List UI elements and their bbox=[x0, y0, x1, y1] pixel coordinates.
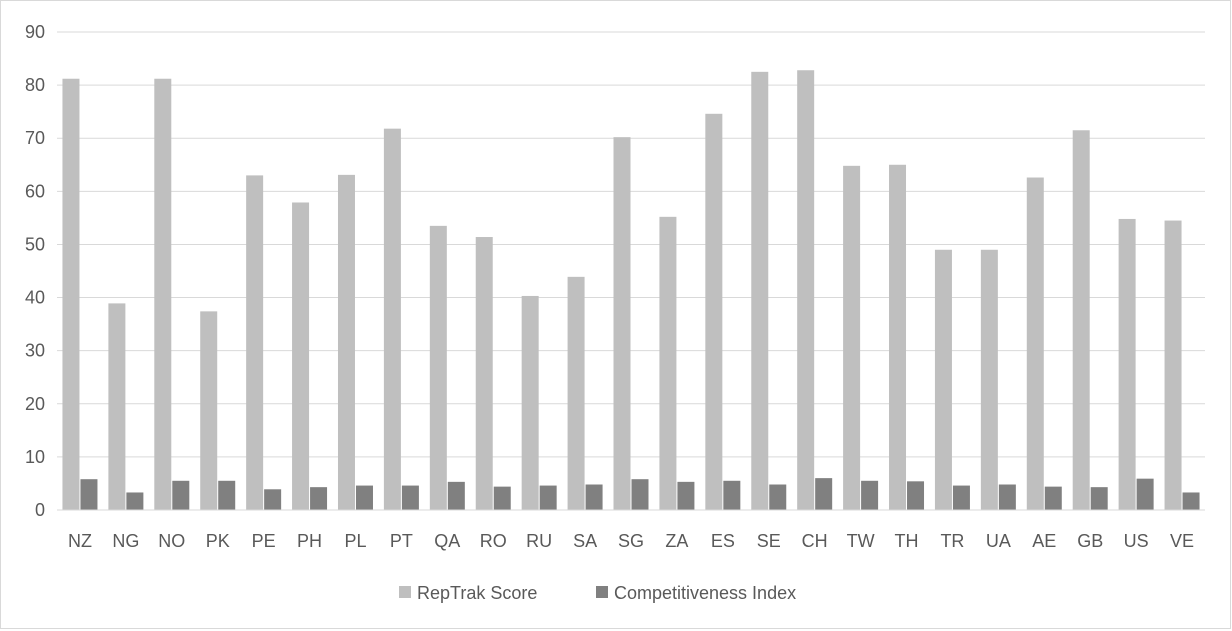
legend-label: RepTrak Score bbox=[417, 583, 537, 603]
x-tick-label: PH bbox=[297, 531, 322, 551]
bar[interactable] bbox=[677, 481, 695, 510]
bar[interactable] bbox=[62, 78, 80, 510]
bar[interactable] bbox=[264, 489, 282, 510]
y-tick-label: 40 bbox=[25, 288, 45, 308]
bar[interactable] bbox=[447, 481, 465, 510]
y-tick-label: 80 bbox=[25, 75, 45, 95]
series-reptrak-score bbox=[62, 70, 1182, 511]
bar[interactable] bbox=[907, 481, 925, 510]
bar[interactable] bbox=[585, 484, 603, 510]
bar[interactable] bbox=[475, 237, 493, 510]
bar[interactable] bbox=[861, 480, 879, 510]
x-tick-label: PT bbox=[390, 531, 413, 551]
bar[interactable] bbox=[1164, 220, 1182, 511]
bar[interactable] bbox=[218, 480, 236, 510]
bar[interactable] bbox=[769, 484, 787, 510]
legend-swatch bbox=[399, 586, 411, 598]
x-tick-label: VE bbox=[1170, 531, 1194, 551]
bar[interactable] bbox=[952, 485, 970, 510]
x-tick-label: UA bbox=[986, 531, 1011, 551]
x-axis: NZ NG NO PK PE PH PL PT QA RO RU SA SG ZA ES SE CH TW TH TR… bbox=[68, 531, 1194, 551]
x-tick-label: SA bbox=[573, 531, 597, 551]
bar[interactable] bbox=[980, 249, 998, 510]
bar[interactable] bbox=[383, 128, 401, 510]
bar[interactable] bbox=[815, 478, 833, 510]
legend-item-competitiveness-index[interactable]: Competitiveness Index bbox=[596, 583, 796, 603]
legend-label: Competitiveness Index bbox=[614, 583, 796, 603]
bar[interactable] bbox=[337, 174, 355, 510]
bar[interactable] bbox=[1044, 486, 1062, 510]
y-tick-label: 90 bbox=[25, 22, 45, 42]
bar[interactable] bbox=[154, 78, 172, 510]
bar[interactable] bbox=[292, 202, 310, 510]
x-tick-label: TH bbox=[895, 531, 919, 551]
series-competitiveness-index bbox=[80, 478, 1200, 510]
y-tick-label: 0 bbox=[35, 500, 45, 520]
bar[interactable] bbox=[521, 295, 539, 510]
bar[interactable] bbox=[108, 303, 126, 510]
bar[interactable] bbox=[1182, 492, 1200, 510]
bar[interactable] bbox=[200, 311, 218, 510]
bar[interactable] bbox=[1026, 177, 1044, 510]
x-tick-label: PL bbox=[344, 531, 366, 551]
bar[interactable] bbox=[539, 485, 557, 510]
bar[interactable] bbox=[631, 479, 649, 510]
bar[interactable] bbox=[172, 480, 190, 510]
x-tick-label: SE bbox=[757, 531, 781, 551]
x-tick-label: TW bbox=[847, 531, 875, 551]
x-tick-label: PE bbox=[252, 531, 276, 551]
bar[interactable] bbox=[126, 492, 144, 510]
x-tick-label: TR bbox=[940, 531, 964, 551]
x-tick-label: ES bbox=[711, 531, 735, 551]
legend-swatch bbox=[596, 586, 608, 598]
bar[interactable] bbox=[310, 487, 328, 510]
bar[interactable] bbox=[1090, 487, 1108, 510]
y-tick-label: 30 bbox=[25, 341, 45, 361]
legend: RepTrak Score Competitiveness Index bbox=[399, 583, 796, 603]
y-tick-label: 10 bbox=[25, 447, 45, 467]
x-tick-label: NZ bbox=[68, 531, 92, 551]
bar[interactable] bbox=[843, 165, 861, 510]
x-tick-label: AE bbox=[1032, 531, 1056, 551]
x-tick-label: NO bbox=[158, 531, 185, 551]
bar[interactable] bbox=[889, 164, 907, 510]
x-tick-label: RO bbox=[480, 531, 507, 551]
bar[interactable] bbox=[797, 70, 815, 511]
bar[interactable] bbox=[751, 71, 769, 510]
x-tick-label: US bbox=[1124, 531, 1149, 551]
bar[interactable] bbox=[998, 484, 1016, 510]
x-tick-label: ZA bbox=[665, 531, 688, 551]
bar[interactable] bbox=[429, 225, 447, 510]
x-tick-label: GB bbox=[1077, 531, 1103, 551]
bar[interactable] bbox=[723, 480, 741, 510]
bar[interactable] bbox=[80, 479, 98, 510]
bar[interactable] bbox=[355, 485, 373, 510]
bar[interactable] bbox=[659, 216, 677, 510]
bar[interactable] bbox=[1072, 130, 1090, 510]
x-tick-label: QA bbox=[434, 531, 460, 551]
bar[interactable] bbox=[705, 113, 723, 511]
legend-item-reptrak-score[interactable]: RepTrak Score bbox=[399, 583, 537, 603]
bar[interactable] bbox=[613, 137, 631, 510]
y-tick-label: 60 bbox=[25, 181, 45, 201]
x-tick-label: PK bbox=[206, 531, 230, 551]
bar[interactable] bbox=[934, 249, 952, 510]
y-axis: 0 10 20 30 40 50 60 70 80 90 bbox=[25, 22, 45, 520]
x-tick-label: NG bbox=[112, 531, 139, 551]
bars bbox=[62, 70, 1200, 511]
y-tick-label: 20 bbox=[25, 394, 45, 414]
bar[interactable] bbox=[246, 175, 264, 510]
x-tick-label: SG bbox=[618, 531, 644, 551]
bar[interactable] bbox=[1118, 218, 1136, 510]
x-tick-label: RU bbox=[526, 531, 552, 551]
bar[interactable] bbox=[567, 276, 585, 510]
bar[interactable] bbox=[1136, 478, 1154, 510]
bar[interactable] bbox=[401, 485, 419, 510]
bar[interactable] bbox=[493, 486, 511, 510]
y-tick-label: 70 bbox=[25, 128, 45, 148]
x-tick-label: CH bbox=[802, 531, 828, 551]
y-tick-label: 50 bbox=[25, 234, 45, 254]
